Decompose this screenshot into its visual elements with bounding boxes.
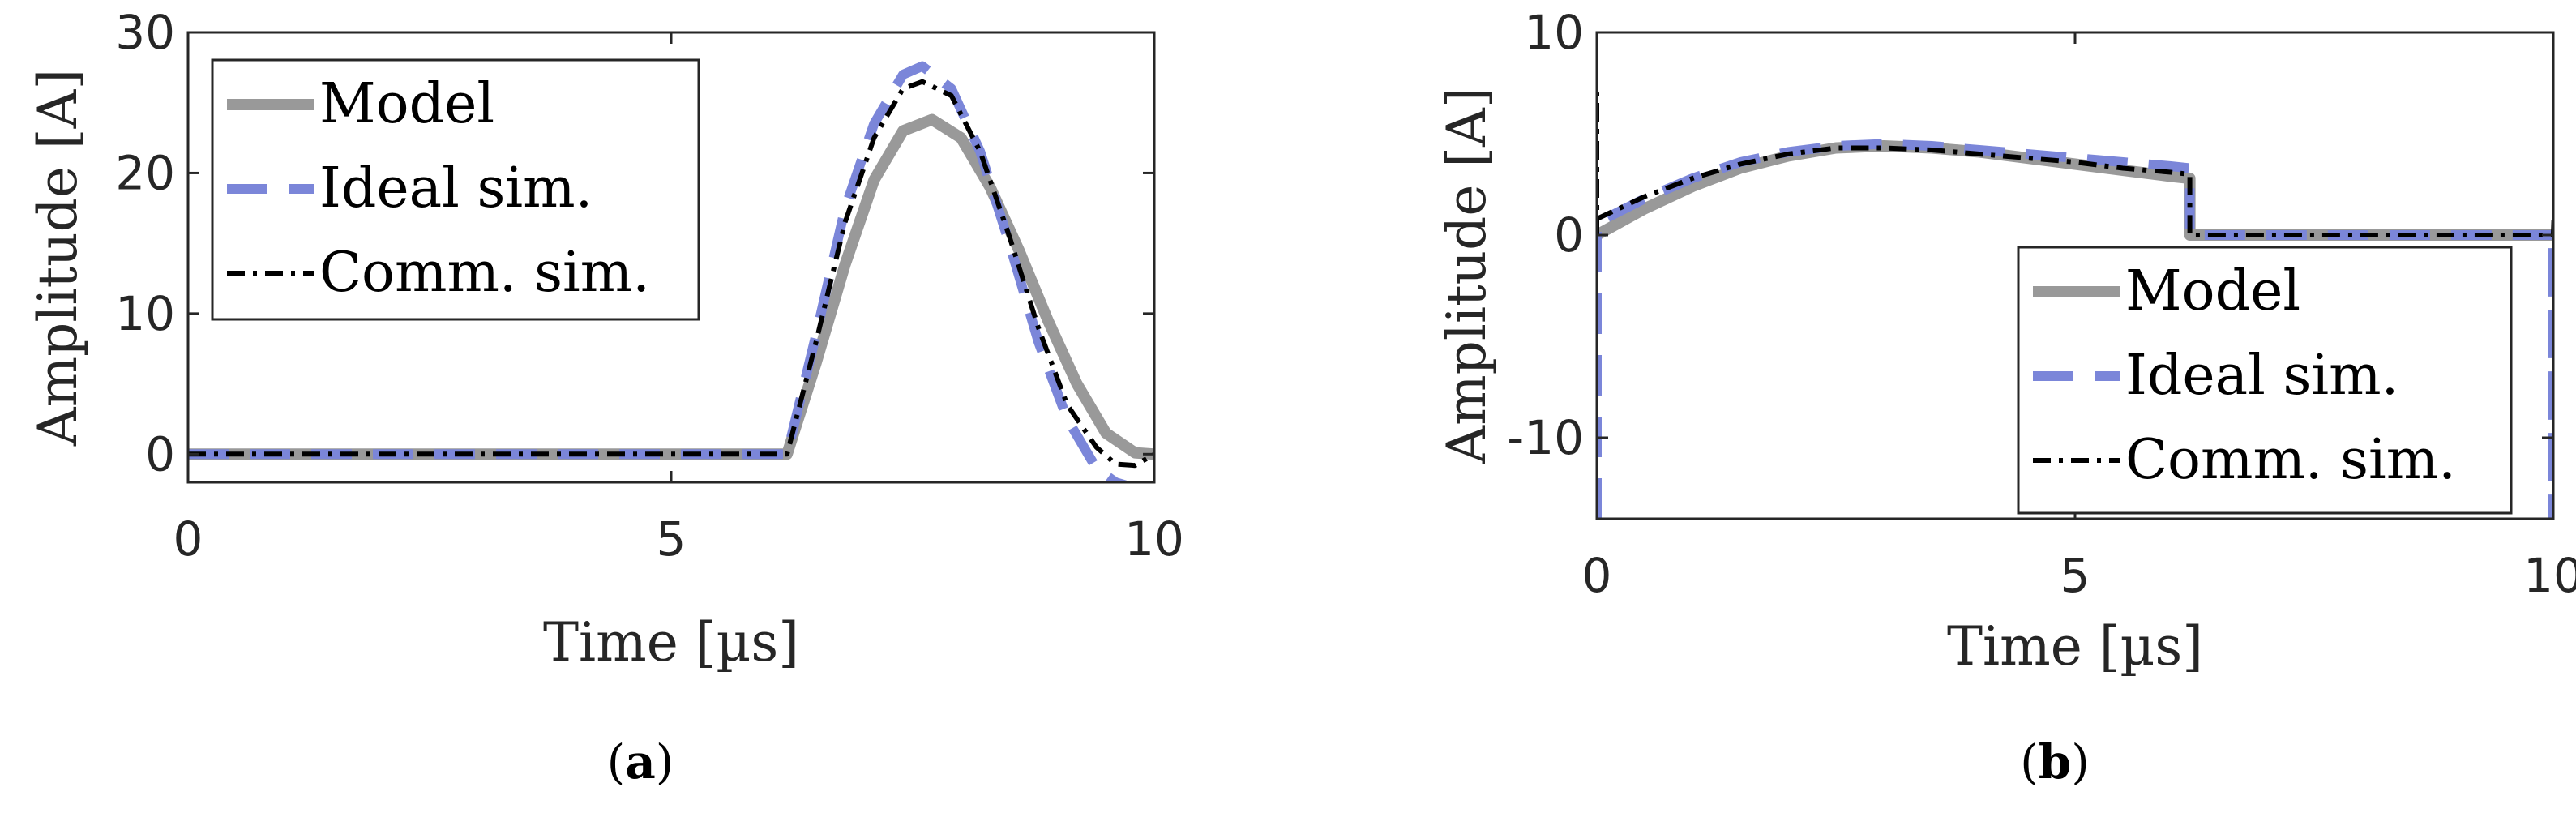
y-tick-label: 0 <box>145 426 175 481</box>
x-tick-label: 10 <box>2523 548 2576 603</box>
y-axis-label-a: Amplitude [A] <box>27 69 89 447</box>
series-line-ideal-sim <box>1597 139 2553 519</box>
y-tick-label: -10 <box>1507 410 1584 465</box>
subcaption-a-open: ( <box>607 734 626 789</box>
y-tick-label: 10 <box>1524 5 1584 60</box>
legend-label: Model <box>2125 259 2300 323</box>
y-tick-label: 20 <box>115 145 175 200</box>
x-tick-label: 5 <box>2060 548 2090 603</box>
subcaption-a-letter: a <box>625 734 656 789</box>
legend-a: Model Ideal sim. Comm. sim. <box>211 58 700 321</box>
subcaption-b-open: ( <box>2020 734 2039 789</box>
series-layer-a <box>188 61 1154 482</box>
x-axis-label-b: Time [µs] <box>1947 615 2203 678</box>
y-tick-label: 0 <box>1554 208 1584 263</box>
legend-label: Comm. sim. <box>2125 428 2456 492</box>
y-axis-label-b: Amplitude [A] <box>1436 87 1498 464</box>
legend-label: Comm. sim. <box>319 241 650 305</box>
y-tick-label: 30 <box>115 5 175 60</box>
y-tick-label: 10 <box>115 286 175 341</box>
ticks-b: 0 5 10 -10 0 10 <box>1507 5 2576 603</box>
legend-b: Model Ideal sim. Comm. sim. <box>2017 246 2513 515</box>
x-tick-label: 5 <box>657 511 687 567</box>
subcaption-a-close: ) <box>656 734 674 789</box>
subcaption-b: (b) <box>2020 734 2090 789</box>
series-layer-b <box>1597 91 2553 519</box>
subcaption-a: (a) <box>607 734 674 789</box>
x-tick-label: 0 <box>173 511 203 567</box>
x-tick-label: 10 <box>1124 511 1184 567</box>
legend-label: Ideal sim. <box>2125 344 2398 408</box>
ticks-a: 0 5 10 0 10 20 30 <box>115 5 1184 567</box>
legend-label: Model <box>319 72 494 136</box>
chart-panel-b: 0 5 10 -10 0 10 Time [µs] Amplitude [A] Model… <box>1436 5 2576 789</box>
subcaption-b-letter: b <box>2039 734 2072 789</box>
x-axis-label-a: Time [µs] <box>543 611 799 674</box>
x-tick-label: 0 <box>1582 548 1612 603</box>
chart-panel-a: 0 5 10 0 10 20 30 Time [µs] Amplitude [A] Mode… <box>27 5 1184 789</box>
series-line-model <box>188 113 1154 460</box>
series-line-comm-sim <box>1597 91 2553 237</box>
subcaption-b-close: ) <box>2071 734 2090 789</box>
legend-label: Ideal sim. <box>319 156 593 220</box>
series-line-comm-sim <box>188 79 1154 469</box>
